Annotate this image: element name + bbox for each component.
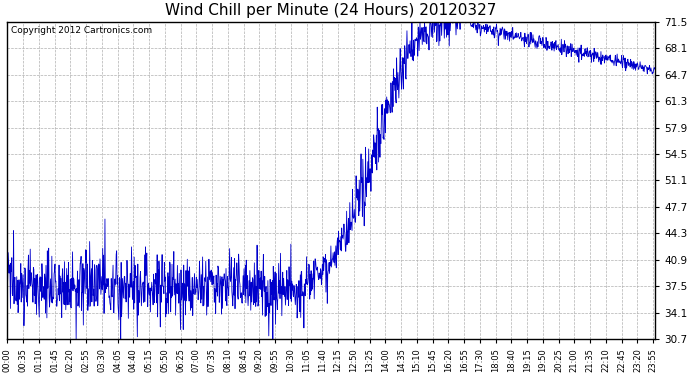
Title: Wind Chill per Minute (24 Hours) 20120327: Wind Chill per Minute (24 Hours) 2012032…	[166, 3, 497, 18]
Text: Copyright 2012 Cartronics.com: Copyright 2012 Cartronics.com	[10, 27, 152, 36]
